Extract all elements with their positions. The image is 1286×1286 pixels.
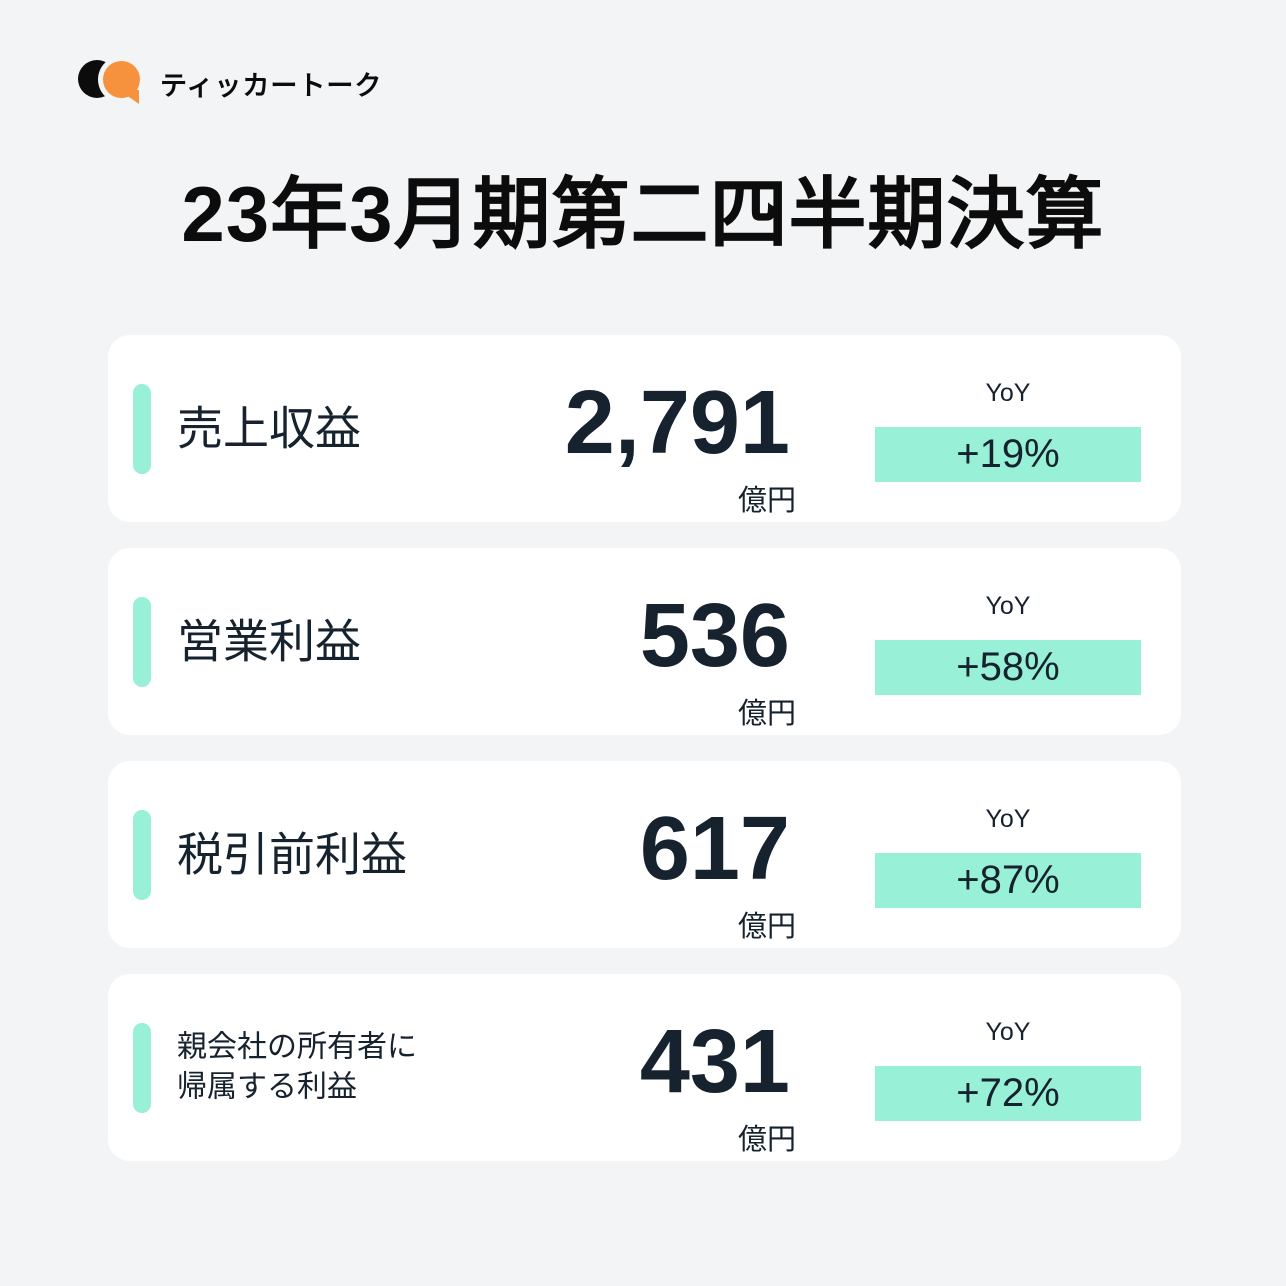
metric-unit: 億円 bbox=[737, 698, 796, 730]
page-title: 23年3月期第二四半期決算 bbox=[181, 170, 1105, 258]
yoy-column: YoY +58% bbox=[875, 594, 1141, 695]
metric-value-block: 536 億円 bbox=[639, 548, 796, 735]
metric-value-block: 431 億円 bbox=[639, 974, 796, 1161]
accent-bar bbox=[133, 383, 151, 474]
yoy-label: YoY bbox=[985, 379, 1031, 407]
accent-bar bbox=[133, 596, 151, 687]
yoy-badge: +58% bbox=[875, 640, 1141, 695]
metric-card-list: 売上収益 2,791 億円 YoY +19% 営業利益 536 億円 bbox=[108, 335, 1181, 1161]
yoy-label: YoY bbox=[985, 805, 1031, 833]
metric-label-line1: 親会社の所有者に bbox=[177, 1030, 417, 1063]
metric-label: 税引前利益 bbox=[177, 826, 407, 884]
yoy-badge: +72% bbox=[875, 1066, 1141, 1121]
yoy-column: YoY +72% bbox=[875, 1020, 1141, 1121]
metric-label-line1: 税引前利益 bbox=[177, 827, 407, 880]
brand-logo: ティッカートーク bbox=[78, 58, 382, 108]
speech-bubble-tail-icon bbox=[126, 90, 139, 104]
metric-label-line2: 帰属する利益 bbox=[177, 1070, 357, 1104]
metric-label: 営業利益 bbox=[177, 613, 361, 671]
metric-unit: 億円 bbox=[737, 911, 796, 943]
brand-name: ティッカートーク bbox=[160, 70, 383, 101]
metric-card-operating-profit: 営業利益 536 億円 YoY +58% bbox=[108, 548, 1181, 735]
yoy-label: YoY bbox=[985, 1018, 1031, 1046]
yoy-badge: +87% bbox=[875, 853, 1141, 908]
metric-value: 431 bbox=[639, 1012, 790, 1112]
yoy-column: YoY +87% bbox=[875, 807, 1141, 908]
accent-bar bbox=[133, 809, 151, 900]
accent-bar bbox=[133, 1022, 151, 1113]
metric-card-revenue: 売上収益 2,791 億円 YoY +19% bbox=[108, 335, 1181, 522]
metric-value-block: 2,791 億円 bbox=[564, 335, 796, 522]
yoy-column: YoY +19% bbox=[875, 381, 1141, 482]
metric-value: 617 bbox=[639, 799, 790, 899]
metric-label: 親会社の所有者に 帰属する利益 bbox=[177, 1027, 417, 1108]
metric-label-line1: 売上収益 bbox=[177, 401, 361, 454]
metric-value: 536 bbox=[639, 586, 790, 686]
metric-unit: 億円 bbox=[737, 485, 796, 517]
speech-bubbles-icon bbox=[78, 58, 144, 108]
metric-card-pretax-profit: 税引前利益 617 億円 YoY +87% bbox=[108, 761, 1181, 948]
metric-card-profit-attributable-to-owners: 親会社の所有者に 帰属する利益 431 億円 YoY +72% bbox=[108, 974, 1181, 1161]
metric-label-line1: 営業利益 bbox=[177, 614, 361, 667]
metric-label: 売上収益 bbox=[177, 400, 361, 458]
yoy-badge: +19% bbox=[875, 427, 1141, 482]
metric-value: 2,791 bbox=[564, 373, 790, 473]
yoy-label: YoY bbox=[985, 592, 1031, 620]
metric-unit: 億円 bbox=[737, 1124, 796, 1156]
metric-value-block: 617 億円 bbox=[639, 761, 796, 948]
